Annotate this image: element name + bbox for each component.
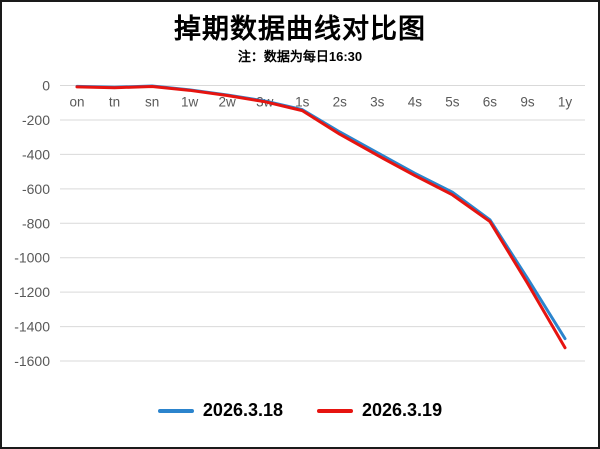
legend-line-icon (157, 408, 194, 413)
y-axis-tick-label: -200 (22, 112, 50, 128)
y-axis-tick-label: 0 (42, 78, 50, 94)
y-axis-tick-label: -600 (22, 181, 50, 197)
y-axis-tick-label: -1000 (14, 250, 50, 266)
x-axis-tick-label: 6s (483, 95, 498, 110)
x-axis-tick-label: 3s (370, 95, 385, 110)
series-line-2026-3-19 (75, 85, 567, 350)
x-axis-tick-label: 9s (520, 95, 535, 110)
chart-subtitle: 注：数据为每日16:30 (237, 49, 363, 64)
legend-label: 2026.3.18 (202, 400, 283, 420)
x-axis-tick-label: 1y (558, 95, 573, 110)
legend-line-icon (317, 408, 353, 413)
chart-legend: 2026.3.18 2026.3.19 (2, 400, 598, 421)
x-axis-tick-label: 2w (219, 95, 237, 110)
y-axis-tick-label: -1600 (14, 353, 50, 369)
legend-item-series-1[interactable]: 2026.3.18 (157, 400, 283, 421)
y-axis-tick-label: -400 (22, 146, 50, 162)
x-axis-tick-label: 5s (445, 95, 460, 110)
x-axis-tick-label: tn (109, 95, 120, 110)
x-axis-tick-label: sn (145, 95, 159, 110)
legend-item-series-2[interactable]: 2026.3.19 (317, 400, 442, 421)
x-axis-tick-label: 1w (181, 95, 199, 110)
x-axis-tick-label: on (69, 95, 84, 110)
chart-title: 掉期数据曲线对比图 (174, 14, 426, 44)
y-axis-tick-label: -800 (22, 215, 50, 231)
y-axis-tick-label: -1200 (14, 284, 50, 300)
legend-label: 2026.3.19 (362, 400, 443, 420)
x-axis-tick-label: 4s (408, 95, 423, 110)
x-axis-tick-label: 2s (333, 95, 348, 110)
y-axis-tick-label: -1400 (14, 319, 50, 335)
x-axis-tick-label: 1s (295, 95, 310, 110)
